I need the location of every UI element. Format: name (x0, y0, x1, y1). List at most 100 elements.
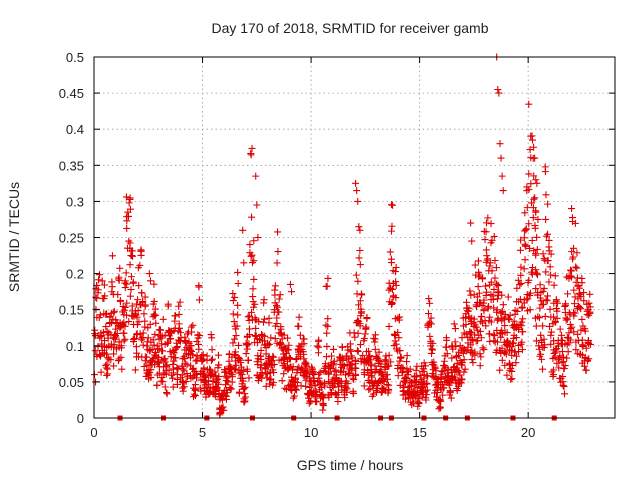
data-point (244, 356, 252, 364)
data-point (314, 337, 322, 345)
data-point (383, 381, 391, 389)
data-point (100, 281, 108, 289)
data-point (179, 355, 187, 363)
data-point (269, 381, 277, 389)
data-point (354, 348, 362, 356)
data-point (243, 345, 251, 353)
data-point (474, 283, 482, 291)
data-point (344, 370, 352, 378)
data-point (147, 374, 155, 382)
data-point (269, 352, 277, 360)
data-point (521, 256, 529, 264)
data-point (585, 299, 593, 307)
data-point (108, 252, 116, 260)
data-point (102, 364, 110, 372)
data-point (497, 349, 505, 357)
data-point (332, 371, 340, 379)
data-point (488, 267, 496, 275)
data-point (547, 331, 555, 339)
data-point (542, 268, 550, 276)
data-point (179, 387, 187, 395)
data-point (319, 406, 327, 414)
data-point (265, 314, 273, 322)
data-point (426, 299, 434, 307)
data-point (176, 298, 184, 306)
data-point (165, 366, 173, 374)
data-point (582, 344, 590, 352)
data-point (478, 312, 486, 320)
data-point (357, 355, 365, 363)
data-point (319, 394, 327, 402)
data-point (527, 180, 535, 188)
data-point (568, 323, 576, 331)
data-point (328, 389, 336, 397)
data-point (580, 289, 588, 297)
data-point (264, 341, 272, 349)
data-point (585, 355, 593, 363)
data-point (232, 365, 240, 373)
data-point (322, 321, 330, 329)
data-point (159, 315, 167, 323)
data-point (480, 296, 488, 304)
data-point (163, 361, 171, 369)
data-point (523, 204, 531, 212)
data-point (351, 356, 359, 364)
data-point (302, 382, 310, 390)
data-point (490, 337, 498, 345)
data-point (245, 325, 253, 333)
data-point (299, 335, 307, 343)
data-point (367, 356, 375, 364)
data-point (347, 347, 355, 355)
y-tick-label: 0.3 (66, 194, 84, 209)
y-tick-label: 0 (77, 411, 84, 426)
data-point (297, 382, 305, 390)
data-point (235, 355, 243, 363)
data-point (114, 275, 122, 283)
data-point (498, 344, 506, 352)
data-point (148, 356, 156, 364)
data-point (193, 370, 201, 378)
data-point (486, 262, 494, 270)
data-point (519, 315, 527, 323)
data-point (352, 371, 360, 379)
data-point (505, 316, 513, 324)
data-point (246, 241, 254, 249)
data-point (275, 308, 283, 316)
data-point (396, 347, 404, 355)
data-point (251, 314, 259, 322)
data-point (132, 331, 140, 339)
data-point (517, 236, 525, 244)
data-point (167, 353, 175, 361)
data-point (151, 305, 159, 313)
data-point (431, 364, 439, 372)
data-point (173, 364, 181, 372)
data-point (572, 263, 580, 271)
data-point (494, 295, 502, 303)
data-point (178, 378, 186, 386)
data-point (451, 373, 459, 381)
data-point (130, 334, 138, 342)
data-point (540, 344, 548, 352)
data-point (172, 312, 180, 320)
data-point (164, 339, 172, 347)
data-point (415, 399, 423, 407)
data-point (119, 329, 127, 337)
data-point (550, 313, 558, 321)
data-point (532, 250, 540, 258)
data-point (490, 232, 498, 240)
data-point (332, 366, 340, 374)
data-point (124, 212, 132, 220)
data-point (450, 320, 458, 328)
data-point (262, 382, 270, 390)
data-point (387, 255, 395, 263)
data-point (98, 277, 106, 285)
data-point (96, 351, 104, 359)
data-point (493, 338, 501, 346)
data-point (123, 311, 131, 319)
data-point (461, 365, 469, 373)
data-point (244, 313, 252, 321)
data-point (562, 314, 570, 322)
data-point (572, 346, 580, 354)
data-point (114, 291, 122, 299)
data-point (385, 322, 393, 330)
